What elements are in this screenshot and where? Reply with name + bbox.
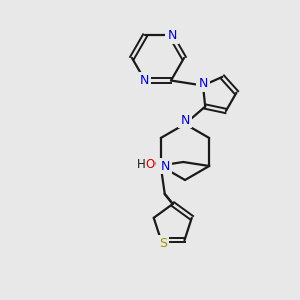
Text: N: N [198,77,208,90]
Text: N: N [139,74,149,87]
Text: N: N [180,113,190,127]
Text: S: S [159,237,167,250]
Text: N: N [161,160,170,172]
Text: N: N [167,29,177,42]
Text: HO: HO [138,158,157,172]
Text: H: H [137,158,146,172]
Text: O: O [146,158,155,172]
